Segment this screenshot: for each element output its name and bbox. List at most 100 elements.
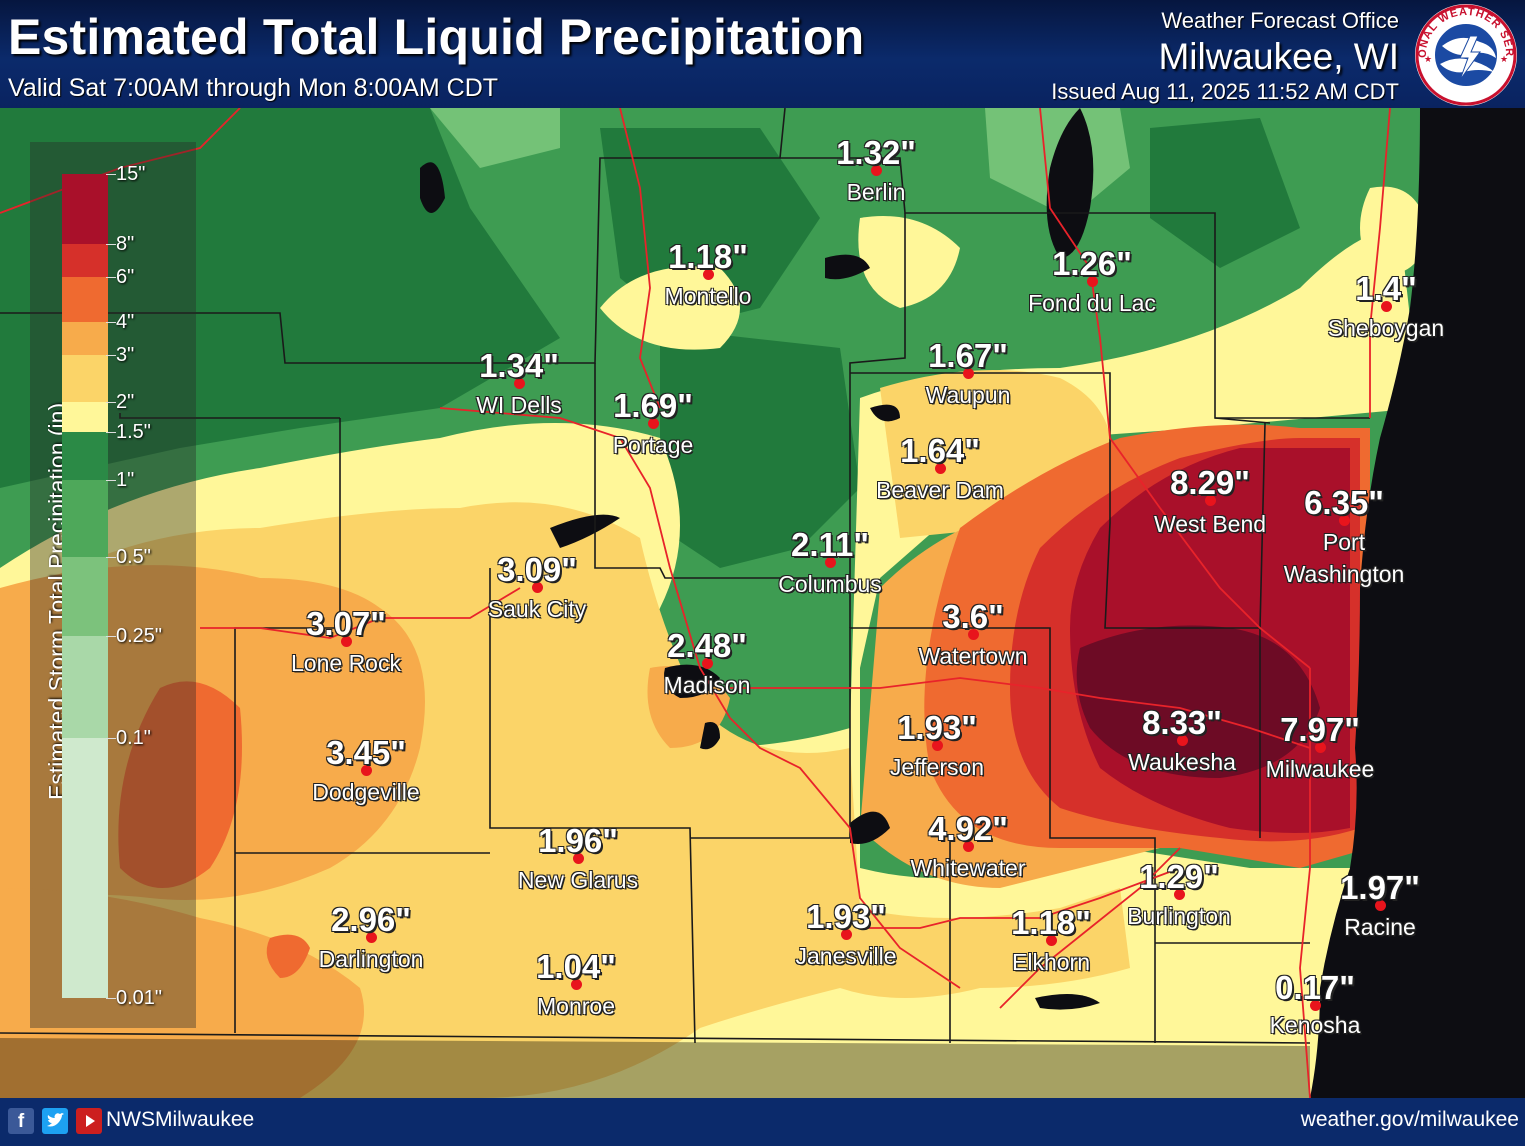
legend-swatch xyxy=(62,480,108,557)
legend-label: 1.5" xyxy=(116,421,151,443)
lake-monona xyxy=(700,722,720,750)
legend-tick xyxy=(106,480,116,481)
red-orange-area xyxy=(266,934,310,978)
legend-tick xyxy=(106,557,116,558)
beaver-dam-lake xyxy=(870,404,900,422)
legend-label: 0.01" xyxy=(116,987,163,1009)
city-marker xyxy=(1174,889,1185,900)
city-precip-value: 2.48" xyxy=(667,627,747,664)
city-marker xyxy=(1375,900,1386,911)
city-precip-value: 1.93" xyxy=(897,709,977,746)
city-marker xyxy=(532,582,543,593)
yellow-area xyxy=(858,216,960,308)
legend-label: 2" xyxy=(116,391,135,413)
legend-swatch xyxy=(62,557,108,636)
city-precip-value: 1.18" xyxy=(1011,904,1091,941)
light-green-area xyxy=(430,108,560,168)
city-name: Darlington xyxy=(318,946,424,972)
office-label: Weather Forecast Office xyxy=(1161,8,1399,33)
city-name: Racine xyxy=(1344,914,1416,940)
city-marker xyxy=(963,368,974,379)
legend-swatch xyxy=(62,355,108,402)
city-marker xyxy=(935,463,946,474)
city-precip-value: 1.29" xyxy=(1139,858,1219,895)
city-marker xyxy=(1315,742,1326,753)
city-name: Madison xyxy=(663,672,751,698)
city-marker xyxy=(341,636,352,647)
city-precip-value: 0.17" xyxy=(1275,969,1355,1006)
city-precip-value: 3.09" xyxy=(497,551,577,588)
city-marker xyxy=(932,740,943,751)
city-name: Jefferson xyxy=(889,754,985,780)
city-marker xyxy=(841,929,852,940)
city-marker xyxy=(871,165,882,176)
legend-swatch xyxy=(62,432,108,480)
city-marker xyxy=(1087,276,1098,287)
svg-text:★: ★ xyxy=(1424,54,1432,64)
office-city: Milwaukee, WI xyxy=(1158,36,1399,77)
legend-label: 0.1" xyxy=(116,727,151,749)
city-name: Burlington xyxy=(1127,903,1231,929)
legend-color-bar xyxy=(62,174,108,998)
valid-period: Valid Sat 7:00AM through Mon 8:00AM CDT xyxy=(8,74,499,102)
legend-tick xyxy=(106,738,116,739)
twitter-icon[interactable] xyxy=(42,1108,68,1134)
footer-bar: f NWSMilwaukee weather.gov/milwaukee xyxy=(0,1098,1525,1146)
legend-tick xyxy=(106,432,116,433)
city-marker xyxy=(1381,301,1392,312)
county-lines xyxy=(0,108,1370,1044)
city-precip-value: 1.34" xyxy=(479,347,559,384)
city-precip-value: 8.29" xyxy=(1170,464,1250,501)
facebook-icon[interactable]: f xyxy=(8,1108,34,1134)
legend-tick xyxy=(106,636,116,637)
social-handle: NWSMilwaukee xyxy=(106,1108,255,1131)
legend-tick xyxy=(106,355,116,356)
geneva-lake xyxy=(1035,994,1100,1010)
city-name: Watertown xyxy=(918,643,1028,669)
svg-text:★: ★ xyxy=(1500,54,1508,64)
website-link[interactable]: weather.gov/milwaukee xyxy=(1300,1108,1519,1131)
legend-label: 6" xyxy=(116,266,135,288)
city-precip-value: 1.04" xyxy=(536,948,616,985)
lake-wisconsin xyxy=(550,514,620,548)
dark-green-area xyxy=(660,328,860,568)
dark-green-area xyxy=(0,108,560,488)
city-name: Beaver Dam xyxy=(876,477,1004,503)
lake-puckaway xyxy=(825,254,870,280)
city-precip-value: 1.4" xyxy=(1355,270,1417,307)
city-precip-value: 1.26" xyxy=(1052,245,1132,282)
city-marker xyxy=(703,269,714,280)
city-name: Sauk City xyxy=(487,596,587,622)
city-precip-value: 4.92" xyxy=(928,810,1008,847)
lake-michigan xyxy=(1310,108,1525,1098)
city-marker xyxy=(1310,1000,1321,1011)
city-name: Lone Rock xyxy=(291,650,401,676)
youtube-icon[interactable] xyxy=(76,1108,102,1134)
red-orange-area xyxy=(118,681,242,888)
legend-label: 4" xyxy=(116,311,135,333)
city-precip-value: 1.93" xyxy=(806,898,886,935)
city-marker xyxy=(648,418,659,429)
city-precip-value: 3.45" xyxy=(326,734,406,771)
legend-swatch xyxy=(62,244,108,277)
page-title: Estimated Total Liquid Precipitation xyxy=(8,9,865,65)
yellow-area xyxy=(600,266,740,350)
city-precip-value: 7.97" xyxy=(1280,711,1360,748)
city-precip-value: 3.07" xyxy=(306,605,386,642)
darkest-red-area xyxy=(1076,625,1320,778)
city-marker xyxy=(702,658,713,669)
legend-tick xyxy=(106,244,116,245)
city-marker xyxy=(1177,735,1188,746)
city-name: Montello xyxy=(664,283,752,309)
legend-swatch xyxy=(62,636,108,738)
legend-label: 8" xyxy=(116,233,135,255)
city-precip-value: 8.33" xyxy=(1142,704,1222,741)
city-name: Whitewater xyxy=(910,855,1026,881)
lake-koshkonong xyxy=(850,811,890,844)
legend-panel xyxy=(30,142,196,1028)
city-name: Columbus xyxy=(778,571,882,597)
city-name: Milwaukee xyxy=(1265,756,1375,782)
legend-label: 0.5" xyxy=(116,546,151,568)
city-precip-value: 1.18" xyxy=(668,238,748,275)
